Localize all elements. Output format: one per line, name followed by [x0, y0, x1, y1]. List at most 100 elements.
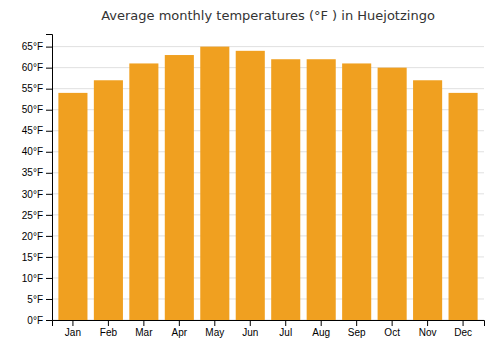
- tick: 65°F: [22, 41, 52, 52]
- tick: May: [205, 320, 224, 338]
- tick: Feb: [100, 320, 118, 338]
- tick: Dec: [454, 320, 472, 338]
- tick: Sep: [348, 320, 366, 338]
- tick-mark: [72, 320, 73, 326]
- tick: Apr: [172, 320, 188, 338]
- tick-label: 45°F: [22, 125, 43, 136]
- tick-mark: [46, 215, 52, 216]
- tick-mark: [427, 320, 428, 326]
- tick-mark: [46, 194, 52, 195]
- bar: [200, 47, 229, 320]
- chart: 0°F 5°F 10°F 15°F 20°F 25°F 30°F 35°F 40°F 45°F 50…: [0, 0, 500, 350]
- tick: 35°F: [22, 167, 52, 178]
- tick-mark: [108, 320, 109, 326]
- tick-label: 60°F: [22, 62, 43, 73]
- tick-label: 35°F: [22, 167, 43, 178]
- tick-label: Jun: [242, 327, 258, 338]
- axis-line: [46, 35, 53, 321]
- tick-label: 0°F: [27, 315, 43, 326]
- tick-mark: [46, 110, 52, 111]
- tick: 0°F: [27, 315, 52, 326]
- tick: 5°F: [27, 294, 52, 305]
- tick: Nov: [419, 320, 437, 338]
- tick: 40°F: [22, 146, 52, 157]
- tick-mark: [46, 299, 52, 300]
- x-axis: Jan Feb Mar Apr May Jun Jul Aug Sep Oct Nov Dec: [53, 320, 485, 338]
- tick-mark: [250, 320, 251, 326]
- tick: 30°F: [22, 189, 52, 200]
- bar: [94, 80, 123, 320]
- bar: [413, 80, 442, 320]
- tick: Oct: [384, 320, 400, 338]
- tick: Aug: [312, 320, 330, 338]
- tick: Mar: [135, 320, 153, 338]
- tick-label: 10°F: [22, 273, 43, 284]
- bar: [58, 93, 87, 320]
- tick-mark: [46, 320, 52, 321]
- tick: 10°F: [22, 273, 52, 284]
- grid: [52, 47, 484, 320]
- tick-mark: [46, 89, 52, 90]
- y-axis: 0°F 5°F 10°F 15°F 20°F 25°F 30°F 35°F 40°F 45°F 50…: [22, 35, 53, 326]
- title: Average monthly temperatures (°F ) in Hu…: [101, 8, 435, 23]
- tick-mark: [179, 320, 180, 326]
- tick-label: 25°F: [22, 210, 43, 221]
- tick-label: Nov: [419, 327, 437, 338]
- tick-label: Sep: [348, 327, 366, 338]
- tick-label: May: [205, 327, 224, 338]
- tick-mark: [321, 320, 322, 326]
- tick-label: 5°F: [27, 294, 43, 305]
- tick: 25°F: [22, 210, 52, 221]
- tick-mark: [46, 152, 52, 153]
- tick-label: 55°F: [22, 83, 43, 94]
- tick-label: Jan: [65, 327, 81, 338]
- tick-mark: [46, 257, 52, 258]
- tick-mark: [285, 320, 286, 326]
- tick: 15°F: [22, 252, 52, 263]
- tick-label: Oct: [384, 327, 400, 338]
- grid-line: [52, 46, 484, 47]
- grid-line: [52, 67, 484, 68]
- tick-mark: [356, 320, 357, 326]
- tick-mark: [463, 320, 464, 326]
- tick-label: Aug: [312, 327, 330, 338]
- tick-mark: [46, 278, 52, 279]
- tick-label: Dec: [454, 327, 472, 338]
- tick: Jul: [279, 320, 292, 338]
- tick-label: Apr: [172, 327, 188, 338]
- tick-label: 65°F: [22, 41, 43, 52]
- tick-mark: [214, 320, 215, 326]
- bar: [129, 63, 158, 320]
- tick: 45°F: [22, 125, 52, 136]
- tick-mark: [143, 320, 144, 326]
- tick: 55°F: [22, 83, 52, 94]
- tick: 50°F: [22, 104, 52, 115]
- tick-label: Feb: [100, 327, 118, 338]
- tick: 60°F: [22, 62, 52, 73]
- plot: 0°F 5°F 10°F 15°F 20°F 25°F 30°F 35°F 40°F 45°F 50…: [22, 35, 485, 339]
- tick-mark: [46, 131, 52, 132]
- tick-mark: [46, 173, 52, 174]
- tick-label: 30°F: [22, 189, 43, 200]
- bar: [271, 59, 300, 320]
- bar: [449, 93, 478, 320]
- axis-line: [53, 321, 485, 327]
- tick: Jan: [65, 320, 81, 338]
- bar: [378, 68, 407, 320]
- tick-mark: [46, 236, 52, 237]
- bar: [165, 55, 194, 320]
- tick-label: 15°F: [22, 252, 43, 263]
- tick: Jun: [242, 320, 258, 338]
- tick-label: Mar: [135, 327, 153, 338]
- bars: [58, 47, 477, 320]
- tick: 20°F: [22, 231, 52, 242]
- bar: [307, 59, 336, 320]
- bar: [236, 51, 265, 320]
- tick-label: 40°F: [22, 146, 43, 157]
- tick-mark: [392, 320, 393, 326]
- tick-label: Jul: [279, 327, 292, 338]
- tick-mark: [46, 47, 52, 48]
- tick-label: 50°F: [22, 104, 43, 115]
- bar: [342, 63, 371, 320]
- tick-mark: [46, 68, 52, 69]
